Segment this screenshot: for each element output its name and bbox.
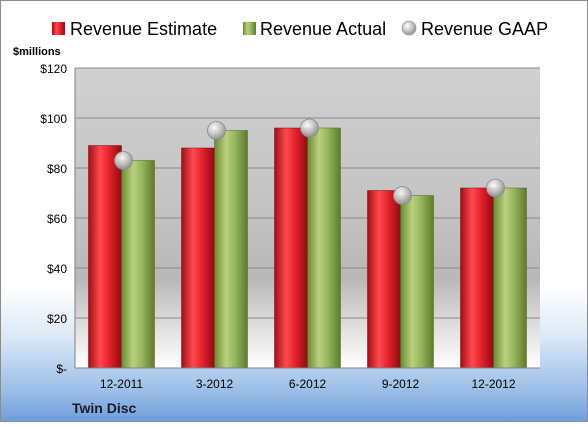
y-tick-label: $120 (40, 62, 67, 76)
y-tick-label: $- (56, 362, 67, 376)
bar-revenue-estimate (88, 145, 122, 369)
unit-label: $millions (13, 46, 61, 58)
y-tick-label: $60 (47, 212, 67, 226)
bar-revenue-estimate (181, 147, 215, 369)
bar-revenue-actual (400, 195, 434, 369)
legend-label-revenue-gaap: Revenue GAAP (421, 19, 548, 39)
legend-label-revenue-estimate: Revenue Estimate (70, 19, 217, 39)
y-tick-label: $100 (40, 112, 67, 126)
legend-label-revenue-actual: Revenue Actual (260, 19, 386, 39)
x-tick-label: 6-2012 (289, 377, 327, 391)
marker-revenue-gaap (114, 151, 133, 170)
x-tick-label: 12-2012 (471, 377, 515, 391)
marker-revenue-gaap (300, 118, 319, 138)
legend-marker-revenue-gaap (401, 20, 417, 36)
bars (88, 127, 527, 369)
x-tick-label: 9-2012 (382, 377, 420, 391)
gaap-markers (114, 118, 505, 205)
legend: Revenue Estimate Revenue Actual Revenue … (52, 19, 548, 39)
x-tick-label: 3-2012 (196, 377, 234, 391)
legend-swatch-revenue-actual (243, 22, 256, 35)
bar-revenue-estimate (367, 190, 401, 369)
legend-swatch-revenue-estimate (52, 22, 65, 35)
y-tick-label: $80 (47, 162, 67, 176)
bar-revenue-actual (121, 160, 155, 369)
x-tick-label: 12-2011 (100, 377, 143, 391)
marker-revenue-gaap (207, 121, 226, 140)
y-axis-labels: $- $20 $40 $60 $80 $100 $120 (40, 62, 67, 376)
marker-revenue-gaap (393, 186, 412, 205)
bar-revenue-actual (307, 127, 341, 369)
y-tick-label: $40 (47, 262, 67, 276)
bar-revenue-actual (493, 187, 527, 369)
bar-revenue-actual (214, 130, 248, 369)
marker-revenue-gaap (486, 178, 505, 198)
bar-revenue-estimate (460, 187, 494, 369)
x-axis-labels: 12-2011 3-2012 6-2012 9-2012 12-2012 (100, 377, 516, 391)
y-tick-label: $20 (47, 312, 67, 326)
bar-revenue-estimate (274, 127, 308, 369)
company-name: Twin Disc (72, 400, 137, 416)
